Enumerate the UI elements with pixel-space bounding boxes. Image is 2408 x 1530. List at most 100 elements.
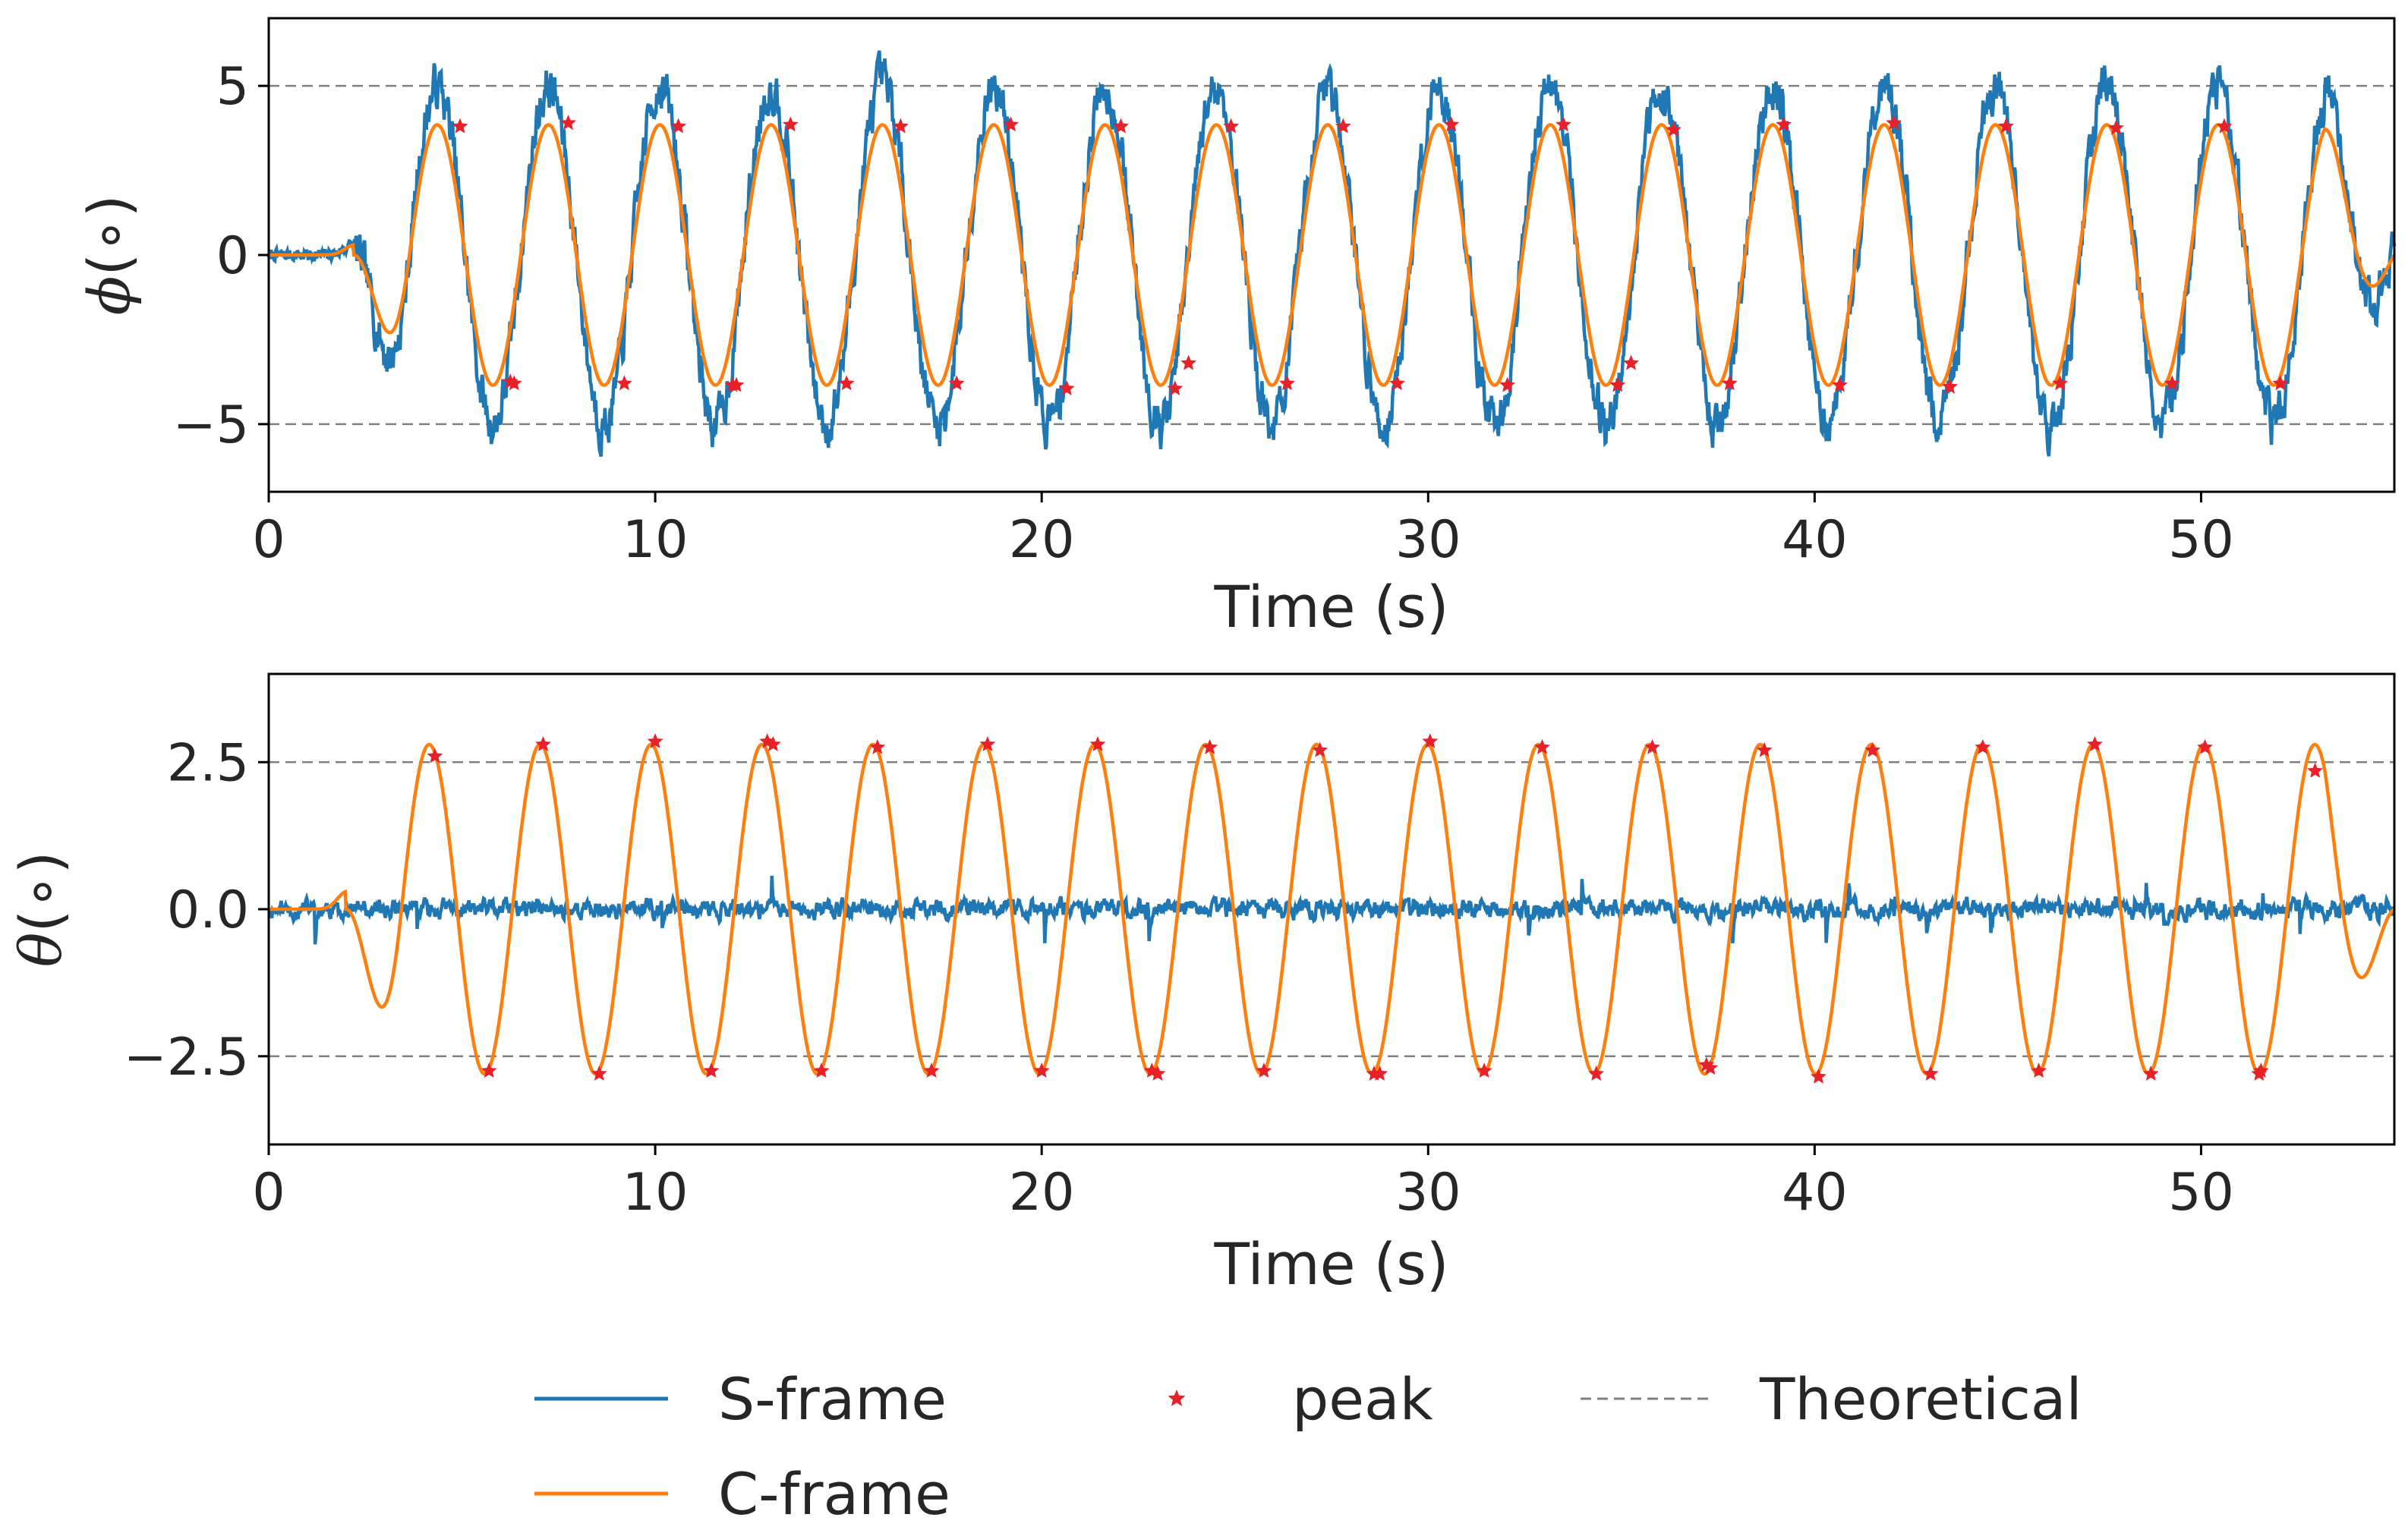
legend-label-peak: peak <box>1292 1365 1433 1433</box>
theta-peak-marker <box>591 1066 607 1081</box>
phi-ytick-label-2: 5 <box>216 57 249 117</box>
theta-xtick-label-1: 10 <box>622 1163 689 1223</box>
theta-xaxis: 0 10 20 30 40 50 <box>252 1144 2234 1223</box>
phi-peak-marker <box>1003 116 1019 132</box>
phi-peak-marker <box>1832 376 1848 392</box>
legend-swatch-peak <box>1168 1390 1186 1406</box>
theta-peak-marker <box>1312 741 1328 757</box>
phi-peak-marker <box>1499 376 1516 392</box>
theta-xtick-label-5: 50 <box>2168 1163 2234 1223</box>
theta-peak-marker <box>2142 1066 2159 1081</box>
theta-peak-marker <box>869 738 886 754</box>
theta-peak-marker <box>481 1062 497 1078</box>
phi-peak-marker <box>2216 118 2233 134</box>
phi-peak-marker <box>670 118 687 134</box>
phi-peak-marker <box>2272 375 2289 391</box>
theta-peak-marker <box>535 736 551 751</box>
legend-item-s-frame: S-frame <box>534 1365 947 1433</box>
phi-panel: 0 10 20 30 40 50 −5 0 5 Time (s) ϕ(∘) <box>75 17 2397 641</box>
phi-ylabel-symbol: ϕ <box>75 276 143 316</box>
phi-c-frame-line <box>269 123 2396 387</box>
theta-xlabel: Time (s) <box>1213 1230 1448 1298</box>
legend-label-theoretical: Theoretical <box>1759 1365 2082 1433</box>
phi-peak-marker <box>1279 375 1295 391</box>
phi-peak-marker <box>616 375 632 391</box>
theta-peak-marker <box>647 733 663 748</box>
phi-peak-marker <box>1113 118 1129 134</box>
theta-peaks <box>427 733 2324 1084</box>
phi-xaxis: 0 10 20 30 40 50 <box>252 492 2234 570</box>
phi-peak-marker <box>2052 375 2069 391</box>
theta-peak-marker <box>2252 1062 2269 1078</box>
theta-peak-marker <box>2031 1062 2047 1078</box>
theta-ylabel: θ(∘) <box>7 852 74 968</box>
theta-ytick-label-1: 0.0 <box>167 880 249 940</box>
phi-ylabel: ϕ(∘) <box>75 195 143 316</box>
theta-peak-marker <box>1922 1066 1939 1081</box>
phi-xtick-2: 20 <box>1009 492 1074 570</box>
theta-peak-marker <box>764 736 781 751</box>
phi-peak-marker <box>1886 115 1902 131</box>
legend-item-c-frame: C-frame <box>534 1460 950 1528</box>
phi-xtick-label-1: 10 <box>622 510 689 570</box>
phi-peak-marker <box>724 376 741 392</box>
theta-xtick-4: 40 <box>1782 1144 1848 1223</box>
theta-ytick-2: 2.5 <box>167 733 269 793</box>
theta-xtick-label-3: 30 <box>1395 1163 1461 1223</box>
theta-peak-marker <box>759 733 776 748</box>
phi-peak-marker <box>1167 380 1184 395</box>
phi-peak-marker <box>838 375 855 391</box>
theta-xtick-label-4: 40 <box>1782 1163 1848 1223</box>
phi-peak-marker <box>2108 119 2124 135</box>
phi-peak-marker <box>1623 354 1639 370</box>
theta-xtick-label-2: 20 <box>1009 1163 1075 1223</box>
theta-ytick-1: 0.0 <box>167 880 269 940</box>
theta-peak-marker <box>1811 1068 1826 1084</box>
theta-xtick-label-0: 0 <box>252 1163 285 1223</box>
phi-peak-marker <box>1997 118 2014 134</box>
legend: S-frame C-frame peak Theoretical <box>534 1365 2082 1528</box>
phi-ytick-2: 5 <box>216 57 269 117</box>
phi-peak-marker <box>1389 375 1405 391</box>
phi-xtick-4: 40 <box>1782 492 1848 570</box>
theta-peak-marker <box>1588 1066 1605 1081</box>
theta-peak-marker <box>1476 1062 1492 1078</box>
phi-peak-marker <box>1609 376 1626 392</box>
theta-peak-marker <box>979 736 996 751</box>
phi-xtick-label-5: 50 <box>2168 510 2234 570</box>
phi-peak-marker <box>948 375 965 391</box>
theta-peak-marker <box>1202 738 1218 754</box>
phi-xtick-0: 0 <box>252 492 285 570</box>
phi-peak-marker <box>1776 116 1792 132</box>
theta-peak-marker <box>813 1062 830 1078</box>
theta-peak-marker <box>1256 1062 1272 1078</box>
theta-xtick-3: 30 <box>1395 1144 1461 1223</box>
theta-peak-marker <box>1149 1066 1166 1081</box>
phi-peak-marker <box>782 116 799 132</box>
theta-peak-marker <box>2197 738 2213 754</box>
phi-peak-marker <box>1443 116 1460 132</box>
theta-s-frame-line <box>267 875 2396 945</box>
legend-item-theoretical: Theoretical <box>1581 1365 2082 1433</box>
phi-xtick-label-3: 30 <box>1395 510 1461 570</box>
legend-label-c-frame: C-frame <box>718 1460 950 1528</box>
phi-peak-marker <box>892 118 909 134</box>
phi-xtick-label-4: 40 <box>1782 510 1848 570</box>
theta-peak-marker <box>1756 741 1773 757</box>
theta-ytick-label-2: 2.5 <box>167 733 249 793</box>
theta-panel: 0 10 20 30 40 50 −2.5 0.0 2.5 Time (s) θ… <box>7 672 2396 1298</box>
phi-xlabel: Time (s) <box>1213 573 1448 641</box>
theta-peak-marker <box>1644 738 1660 754</box>
theta-ylabel-unit: (∘) <box>7 852 74 933</box>
phi-peak-marker <box>1666 121 1682 137</box>
phi-xtick-label-0: 0 <box>252 510 285 570</box>
phi-peak-marker <box>1721 375 1738 391</box>
theta-peak-marker <box>1033 1062 1050 1078</box>
legend-item-peak: peak <box>1168 1365 1433 1433</box>
phi-xtick-3: 30 <box>1395 492 1461 570</box>
phi-ytick-0: −5 <box>173 395 269 455</box>
theta-yaxis: −2.5 0.0 2.5 <box>124 733 269 1088</box>
phi-peak-marker <box>502 373 518 389</box>
phi-peak-marker <box>1223 118 1240 134</box>
